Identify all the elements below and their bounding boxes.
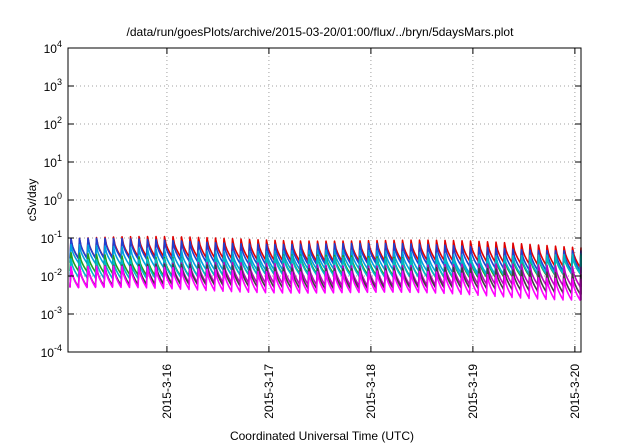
x-tick-label: 2015-3-20 — [568, 364, 582, 419]
x-axis-label: Coordinated Universal Time (UTC) — [230, 429, 414, 443]
y-tick-label: 10-4 — [41, 343, 62, 360]
x-tick-label: 2015-3-16 — [160, 364, 174, 419]
y-tick-label: 10-2 — [41, 267, 62, 284]
y-tick-label: 101 — [44, 153, 62, 170]
y-axis-label: cSv/day — [25, 179, 39, 222]
y-tick-label: 102 — [44, 115, 62, 132]
chart-title: /data/run/goesPlots/archive/2015-03-20/0… — [127, 25, 515, 39]
y-tick-label: 100 — [44, 191, 62, 208]
x-tick-label: 2015-3-19 — [466, 364, 480, 419]
series-line — [69, 237, 582, 272]
y-tick-label: 103 — [44, 77, 62, 94]
y-tick-label: 104 — [44, 39, 62, 56]
x-tick-label: 2015-3-17 — [262, 364, 276, 419]
x-tick-label: 2015-3-18 — [364, 364, 378, 419]
y-tick-label: 10-1 — [41, 229, 62, 246]
y-tick-label: 10-3 — [41, 305, 62, 322]
series-line — [69, 265, 582, 301]
series-line — [69, 254, 582, 280]
